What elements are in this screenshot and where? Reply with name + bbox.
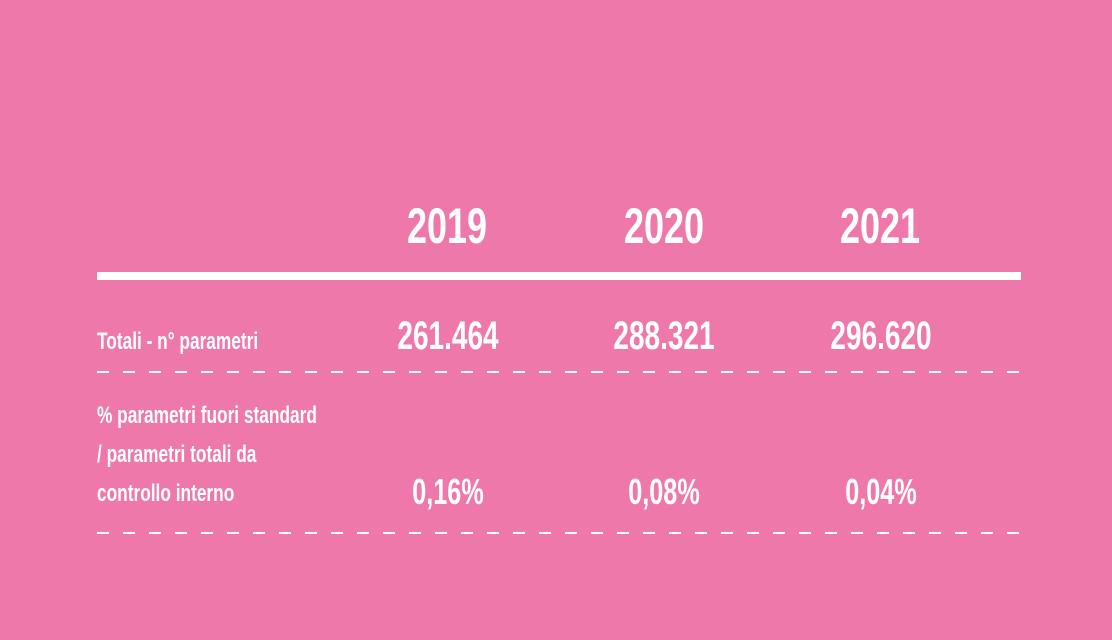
header-divider — [97, 272, 1021, 280]
row2-value-2019: 0,16% — [412, 471, 484, 512]
row-label-fuori-standard-line3: controllo interno — [97, 480, 235, 507]
row2-value-2021: 0,04% — [845, 471, 917, 512]
row1-value-2020: 288.321 — [613, 314, 715, 358]
column-header-2019: 2019 — [406, 198, 488, 254]
row-divider-1 — [97, 371, 1021, 373]
row-label-fuori-standard-line1: % parametri fuori standard — [97, 402, 317, 429]
column-header-2021: 2021 — [839, 198, 921, 254]
row-divider-2 — [97, 532, 1021, 534]
row2-value-2020: 0,08% — [628, 471, 700, 512]
row1-value-2021: 296.620 — [830, 314, 932, 358]
row1-value-2019: 261.464 — [397, 314, 499, 358]
row-label-totali: Totali - n° parametri — [97, 328, 259, 355]
row-label-fuori-standard-line2: / parametri totali da — [97, 441, 257, 468]
column-header-2020: 2020 — [623, 198, 705, 254]
